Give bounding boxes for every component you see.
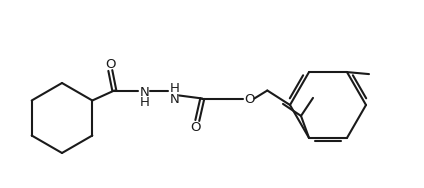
Text: N: N xyxy=(139,86,149,99)
Text: O: O xyxy=(244,93,254,106)
Text: O: O xyxy=(190,121,201,134)
Text: H: H xyxy=(139,96,149,109)
Text: N: N xyxy=(170,93,179,106)
Text: O: O xyxy=(105,58,116,71)
Text: H: H xyxy=(169,82,179,95)
